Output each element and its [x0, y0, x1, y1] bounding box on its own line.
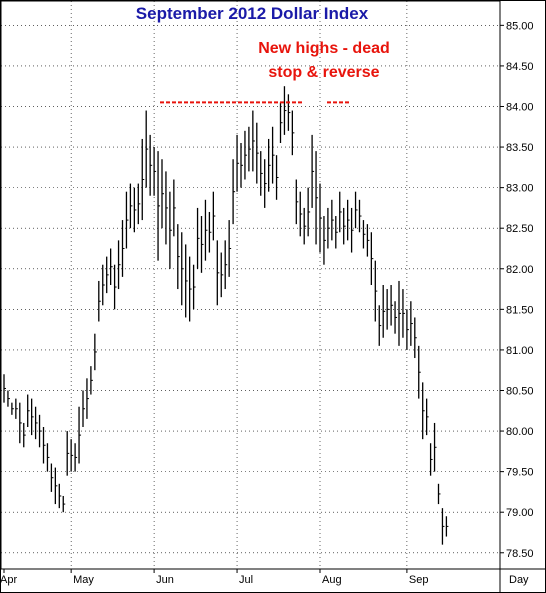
x-tick-label-may: May [73, 574, 94, 586]
y-tick-label: 84.50 [506, 61, 534, 73]
x-tick-label-jul: Jul [239, 574, 253, 586]
chart-title: September 2012 Dollar Index [136, 4, 369, 23]
x-tick-label-jun: Jun [156, 574, 174, 586]
grid-layer [1, 1, 500, 569]
y-tick-label: 82.00 [506, 264, 534, 276]
x-tick-label-apr: Apr [0, 574, 17, 586]
y-tick-label: 82.50 [506, 223, 534, 235]
y-tick-label: 85.00 [506, 20, 534, 32]
y-tick-label: 81.00 [506, 345, 534, 357]
y-tick-label: 78.50 [506, 548, 534, 560]
y-tick-label: 79.50 [506, 467, 534, 479]
x-tick-label-aug: Aug [322, 574, 342, 586]
y-tick-label: 80.00 [506, 426, 534, 438]
x-tick-label-sep: Sep [409, 574, 429, 586]
y-tick-label: 81.50 [506, 304, 534, 316]
bar-layer [3, 86, 449, 545]
period-label: Day [509, 574, 529, 586]
y-tick-label: 80.50 [506, 385, 534, 397]
annotation-line-1: New highs - dead [258, 40, 390, 57]
y-tick-label: 79.00 [506, 507, 534, 519]
y-tick-label: 84.00 [506, 101, 534, 113]
y-tick-label: 83.50 [506, 142, 534, 154]
annotation-line-2: stop & reverse [268, 64, 379, 81]
y-tick-label: 83.00 [506, 183, 534, 195]
